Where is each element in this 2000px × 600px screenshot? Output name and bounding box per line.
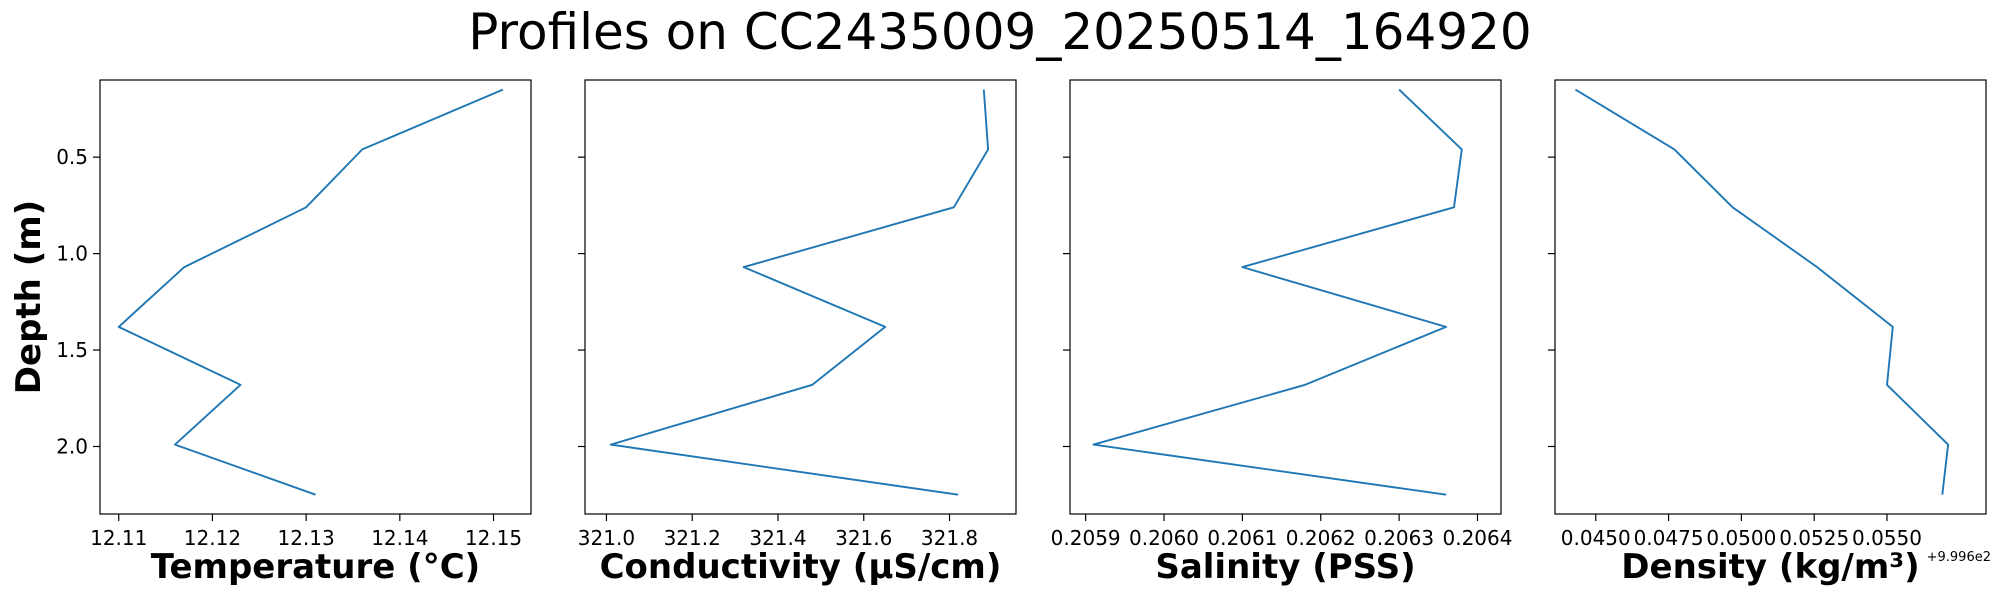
x-tick-label: 0.0550 — [1852, 526, 1922, 550]
x-tick-label: 0.0450 — [1561, 526, 1631, 550]
x-tick-label: 12.12 — [184, 526, 241, 550]
y-axis-label: Depth (m) — [9, 200, 49, 394]
plot-frame — [99, 79, 532, 515]
x-tick-label: 0.0500 — [1706, 526, 1776, 550]
x-tick-label: 0.2062 — [1286, 526, 1356, 550]
figure-title: Profiles on CC2435009_20250514_164920 — [468, 3, 1531, 61]
profile-panels: 0.5 1.0 1.5 2.0 12.11 12.12 12.13 12.14 12.15Tem… — [9, 79, 1991, 587]
x-tick-label: 0.0475 — [1634, 526, 1704, 550]
x-offset-label: +9.996e2 — [1927, 550, 1991, 565]
plot-frame — [1554, 79, 1987, 515]
y-tick-label: 0.5 — [56, 145, 88, 169]
profile-panel-1: 0.5 1.0 1.5 2.0 12.11 12.12 12.13 12.14 12.15Tem… — [9, 79, 532, 587]
x-tick-label: 321.2 — [664, 526, 721, 550]
y-tick-label: 1.0 — [56, 242, 88, 266]
x-tick-label: 12.11 — [90, 526, 147, 550]
profile-line — [609, 89, 990, 496]
x-tick-label: 321.8 — [921, 526, 978, 550]
x-axis-label: Conductivity (µS/cm) — [600, 547, 1002, 587]
y-tick-label: 1.5 — [56, 338, 88, 362]
x-tick-label: 321.0 — [578, 526, 635, 550]
profile-line — [1574, 88, 1950, 495]
x-tick-label: 0.2063 — [1364, 526, 1434, 550]
profile-panel-3: 0.2059 0.2060 0.2061 0.2062 0.2063 0.2064 Sali… — [1051, 79, 1512, 587]
x-tick-label: 321.4 — [749, 526, 806, 550]
x-tick-label: 0.2061 — [1207, 526, 1277, 550]
x-tick-label: 12.15 — [465, 526, 522, 550]
profile-line — [117, 88, 504, 496]
x-axis-label: Density (kg/m³) — [1621, 547, 1919, 587]
x-tick-label: 321.6 — [835, 526, 892, 550]
x-axis-label: Temperature (°C) — [151, 547, 480, 587]
plot-frame — [584, 79, 1017, 515]
x-tick-label: 0.2059 — [1051, 526, 1121, 550]
y-tick-label: 2.0 — [56, 434, 88, 458]
x-tick-label: 12.14 — [371, 526, 428, 550]
x-axis-label: Salinity (PSS) — [1155, 547, 1415, 587]
x-tick-label: 0.2060 — [1129, 526, 1199, 550]
x-tick-label: 12.13 — [277, 526, 334, 550]
x-tick-label: 0.2064 — [1442, 526, 1512, 550]
profile-line — [1092, 88, 1463, 496]
x-tick-label: 0.0525 — [1779, 526, 1849, 550]
plot-frame — [1069, 79, 1502, 515]
